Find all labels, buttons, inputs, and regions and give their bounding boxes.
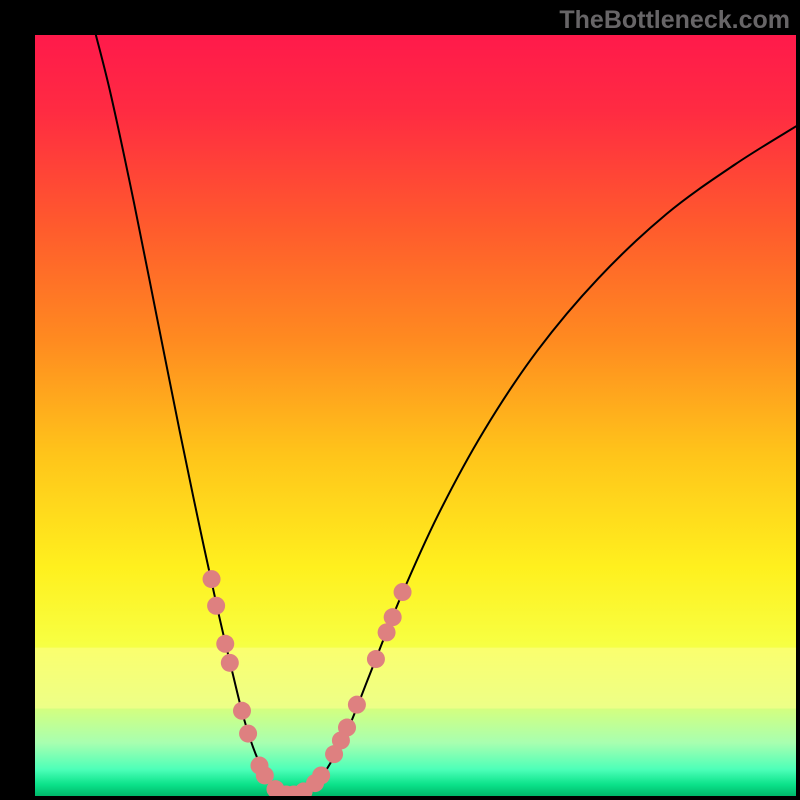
chart-root: TheBottleneck.com (0, 0, 800, 800)
data-marker (348, 696, 366, 714)
data-marker (233, 702, 251, 720)
plot-area (35, 35, 796, 796)
data-marker (207, 597, 225, 615)
data-marker (312, 766, 330, 784)
watermark-text: TheBottleneck.com (559, 6, 790, 35)
data-marker (367, 650, 385, 668)
data-marker (216, 635, 234, 653)
data-marker (394, 583, 412, 601)
chart-svg (35, 35, 796, 796)
data-marker (338, 719, 356, 737)
yellow-band (35, 648, 796, 709)
data-marker (239, 725, 257, 743)
data-marker (221, 654, 239, 672)
data-marker (384, 608, 402, 626)
data-marker (203, 570, 221, 588)
